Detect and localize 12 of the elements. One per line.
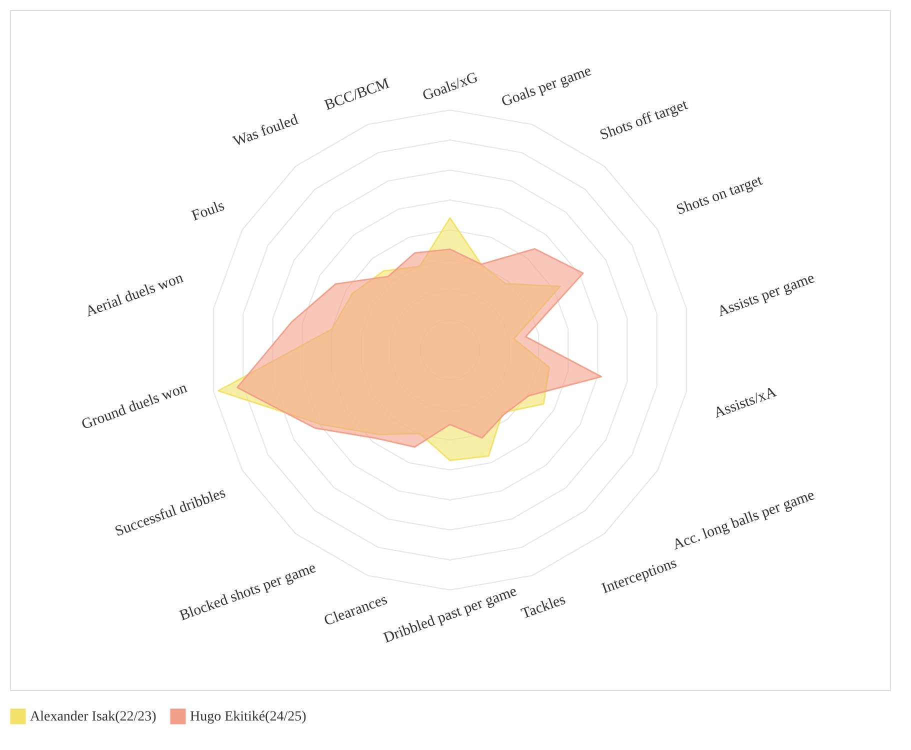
spoke-label: Assists per game — [716, 270, 818, 320]
spoke-label: Shots off target — [598, 96, 691, 144]
spoke-label: Goals per game — [500, 62, 594, 110]
spoke-label: Aerial duels won — [84, 270, 186, 320]
legend-label: Hugo Ekitiké(24/25) — [190, 709, 307, 724]
spoke-label: Tackles — [519, 592, 568, 622]
spoke-label: Fouls — [190, 198, 227, 224]
spoke-label: Shots on target — [674, 172, 766, 218]
spoke-label: Acc. long balls per game — [670, 487, 818, 554]
spoke-label: Ground duels won — [80, 380, 190, 434]
spoke-label: Was fouled — [231, 112, 301, 150]
legend-label: Alexander Isak(22/23) — [30, 709, 157, 724]
